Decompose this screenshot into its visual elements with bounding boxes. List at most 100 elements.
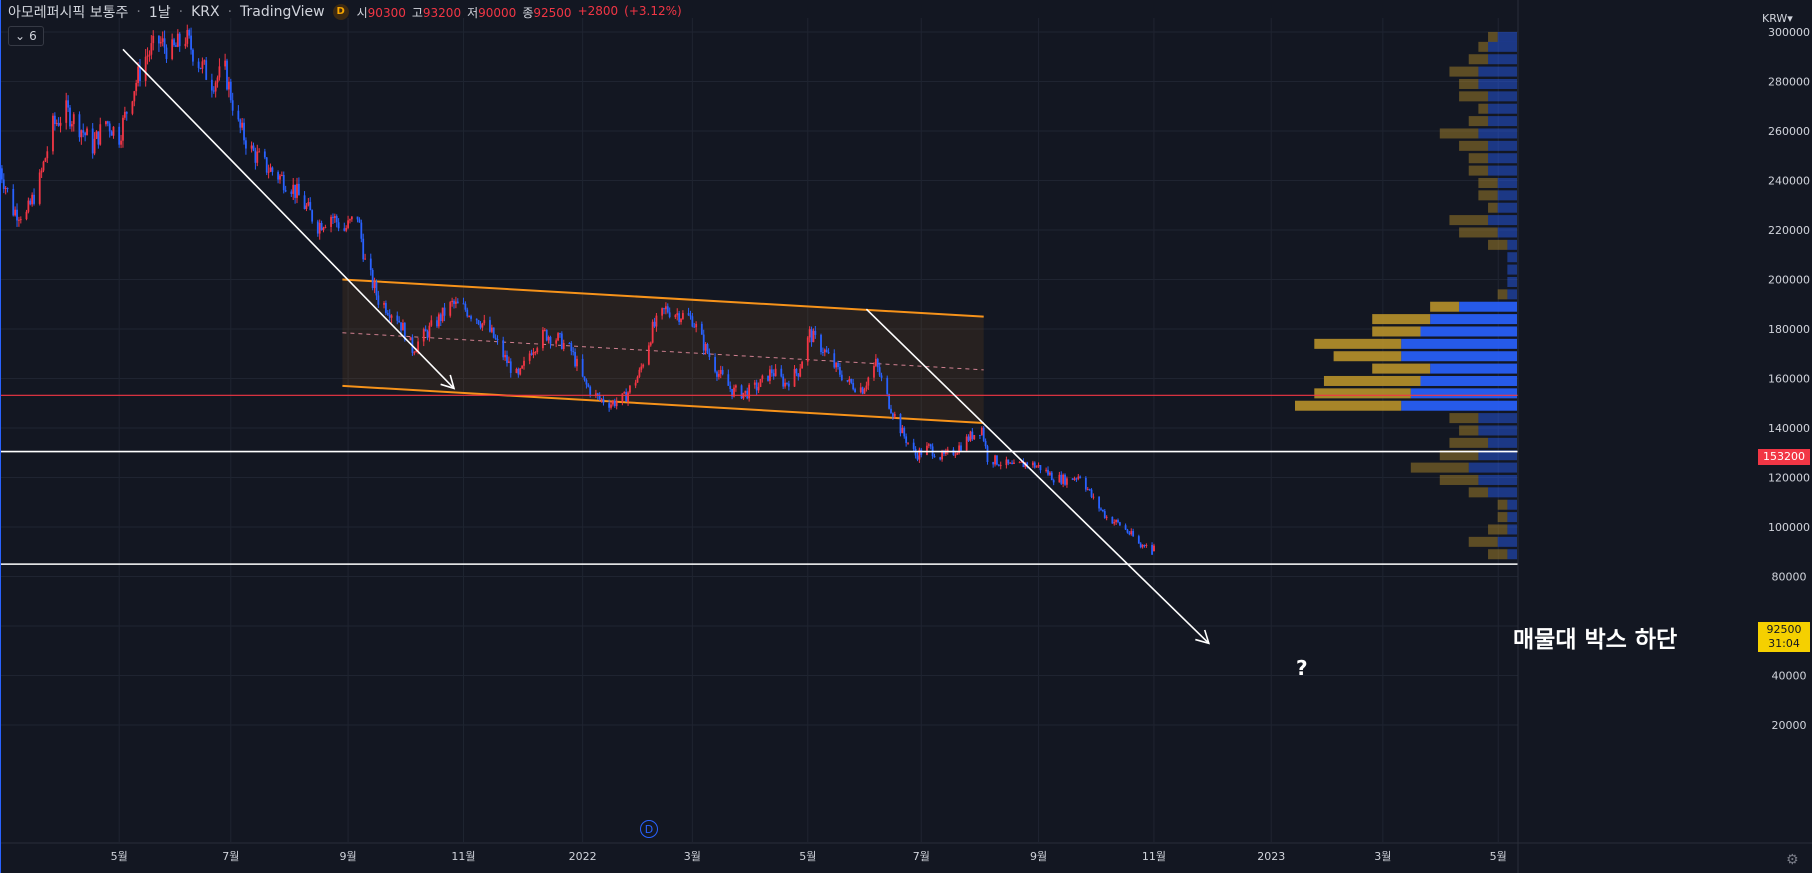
candle-body [1105, 516, 1108, 518]
candle-body [347, 220, 349, 228]
candle-body [971, 431, 974, 440]
candle-body [1111, 516, 1114, 524]
candle-body [218, 66, 221, 78]
volume-profile-up-bar [1507, 524, 1517, 535]
candle-body [1128, 532, 1131, 535]
volume-profile-down-bar [1488, 239, 1508, 250]
x-tick-label: 11월 [1142, 850, 1166, 863]
volume-profile-down-bar [1410, 462, 1469, 473]
candle-body [466, 309, 469, 317]
trend-arrow-head [440, 374, 456, 390]
candle-body [451, 300, 454, 303]
delayed-data-badge[interactable]: D [332, 4, 349, 20]
candle-body [509, 361, 512, 373]
indicator-toggle[interactable]: ⌄ 6 [8, 26, 44, 46]
candle-body [814, 330, 817, 335]
volume-profile-down-bar [1488, 31, 1498, 42]
candle-body [320, 223, 323, 231]
symbol-name[interactable]: 아모레퍼시픽 보통주 [8, 5, 129, 21]
change-percent: (+3.12%) [624, 3, 682, 18]
low-label: 저 [467, 5, 479, 20]
box-bottom-annotation[interactable]: 매물대 박스 하단 [1513, 627, 1678, 653]
y-tick-label: 100000 [1768, 521, 1810, 534]
candle-body [93, 138, 96, 154]
candle-body [880, 375, 883, 378]
candle-body [755, 382, 758, 391]
x-tick-label: 9월 [1030, 850, 1047, 863]
candle-body [666, 306, 669, 313]
candle-body [1031, 462, 1034, 466]
candle-body [231, 100, 234, 111]
candle-body [267, 171, 270, 173]
candle-body [400, 322, 402, 331]
candle-body [188, 30, 191, 36]
candle-body [997, 464, 1000, 466]
candle-body [954, 454, 957, 456]
volume-profile-down-bar [1449, 413, 1479, 424]
volume-profile-down-bar [1478, 177, 1498, 188]
candle-body [861, 387, 864, 394]
candle-body [258, 151, 261, 153]
candle-body [311, 210, 314, 222]
candle-body [1113, 522, 1116, 524]
interval-label[interactable]: 1날 [148, 5, 171, 21]
question-annotation[interactable]: ? [1296, 656, 1308, 680]
volume-profile-up-bar [1497, 227, 1517, 238]
candle-body [99, 124, 102, 145]
candle-body [439, 314, 442, 321]
candle-body [305, 205, 308, 210]
candle-body [822, 352, 824, 354]
candle-body [1130, 531, 1133, 535]
candle-body [939, 457, 942, 460]
candle-body [97, 131, 100, 145]
channel-upper-line [342, 278, 984, 318]
candle-body [702, 334, 705, 351]
candle-body [1090, 489, 1093, 497]
candle-body [252, 145, 255, 151]
candle-body [332, 216, 334, 219]
currency-selector[interactable]: KRW▾ [1762, 12, 1793, 25]
candle-body [91, 128, 94, 154]
candle-body [689, 315, 692, 317]
candle-body [905, 436, 908, 443]
volume-profile-up-bar [1488, 165, 1517, 176]
header-separator: · [136, 4, 141, 20]
candle-body [263, 151, 266, 158]
candle-body [55, 122, 58, 125]
candle-body [560, 333, 563, 349]
candle-body [587, 384, 590, 387]
candle-body [1007, 459, 1010, 464]
candle-body [613, 400, 616, 407]
candle-body [506, 355, 508, 364]
candle-body [674, 315, 677, 318]
candle-body [403, 322, 406, 341]
candle-body [269, 167, 272, 172]
gear-icon[interactable]: ⚙ [1786, 852, 1799, 868]
volume-profile-up-bar [1478, 474, 1517, 485]
volume-profile-down-bar [1314, 388, 1411, 399]
candle-body [108, 123, 111, 132]
candle-body [224, 60, 227, 67]
candle-body [1071, 478, 1074, 480]
candle-body [1119, 522, 1121, 526]
volume-profile-up-bar [1488, 91, 1517, 102]
candle-body [1145, 544, 1148, 546]
candle-body [426, 331, 429, 338]
y-tick-label: 140000 [1768, 422, 1810, 435]
candle-body [719, 369, 722, 374]
candle-body [999, 465, 1002, 467]
candle-body [453, 300, 455, 304]
candle-body [598, 395, 601, 399]
candle-body [176, 33, 179, 47]
candle-body [687, 313, 690, 316]
dividend-event-marker[interactable]: D [640, 820, 658, 838]
volume-profile-up-bar [1507, 252, 1517, 263]
candle-body [409, 337, 412, 341]
candle-body [449, 302, 452, 316]
candle-body [1052, 480, 1055, 483]
indicator-count: 6 [29, 29, 37, 43]
candle-body [967, 436, 970, 441]
candle-body [647, 345, 650, 365]
volume-profile-down-bar [1449, 66, 1479, 77]
